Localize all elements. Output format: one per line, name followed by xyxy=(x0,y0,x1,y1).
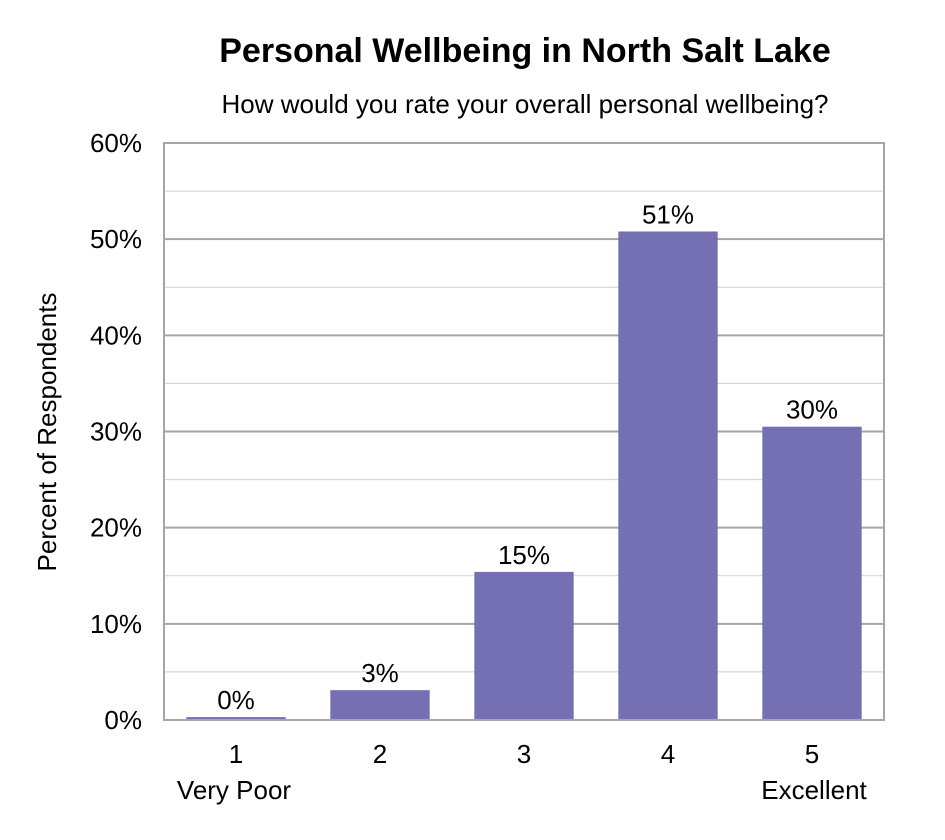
bars xyxy=(186,231,862,720)
bar-1 xyxy=(186,717,286,720)
x-tick-label-2: 2 xyxy=(373,739,387,769)
y-tick-label: 60% xyxy=(90,128,142,158)
y-tick-label: 10% xyxy=(90,609,142,639)
data-labels: 0% 3% 15% 51% 30% xyxy=(217,199,838,715)
bar-2 xyxy=(330,690,430,720)
data-label-3: 15% xyxy=(498,540,550,570)
x-tick-label-5: 5 xyxy=(805,739,819,769)
plot-border xyxy=(163,142,885,721)
x-tick-sublabel-5: Excellent xyxy=(761,775,867,805)
data-label-2: 3% xyxy=(361,658,399,688)
x-tick-sublabel-1: Very Poor xyxy=(177,775,292,805)
y-tick-label: 40% xyxy=(90,320,142,350)
bar-4 xyxy=(618,231,718,720)
chart-subtitle: How would you rate your overall personal… xyxy=(221,89,828,119)
x-axis-ticks: 1 Very Poor 2 3 4 5 Excellent xyxy=(177,739,868,805)
y-tick-label: 50% xyxy=(90,224,142,254)
data-label-5: 30% xyxy=(786,395,838,425)
y-axis-title: Percent of Respondents xyxy=(32,293,62,572)
bar-5 xyxy=(762,426,862,720)
x-tick-label-3: 3 xyxy=(517,739,531,769)
chart-title: Personal Wellbeing in North Salt Lake xyxy=(219,32,831,70)
data-label-1: 0% xyxy=(217,685,255,715)
plot-area-border xyxy=(163,142,885,721)
y-tick-label: 0% xyxy=(104,705,142,735)
y-tick-label: 30% xyxy=(90,417,142,447)
y-tick-label: 20% xyxy=(90,513,142,543)
x-tick-label-4: 4 xyxy=(661,739,675,769)
data-label-4: 51% xyxy=(642,199,694,229)
y-axis-ticks: 0% 10% 20% 30% 40% 50% 60% xyxy=(90,128,142,735)
x-tick-label-1: 1 xyxy=(229,739,243,769)
bar-3 xyxy=(474,571,574,720)
gridlines xyxy=(164,190,884,673)
